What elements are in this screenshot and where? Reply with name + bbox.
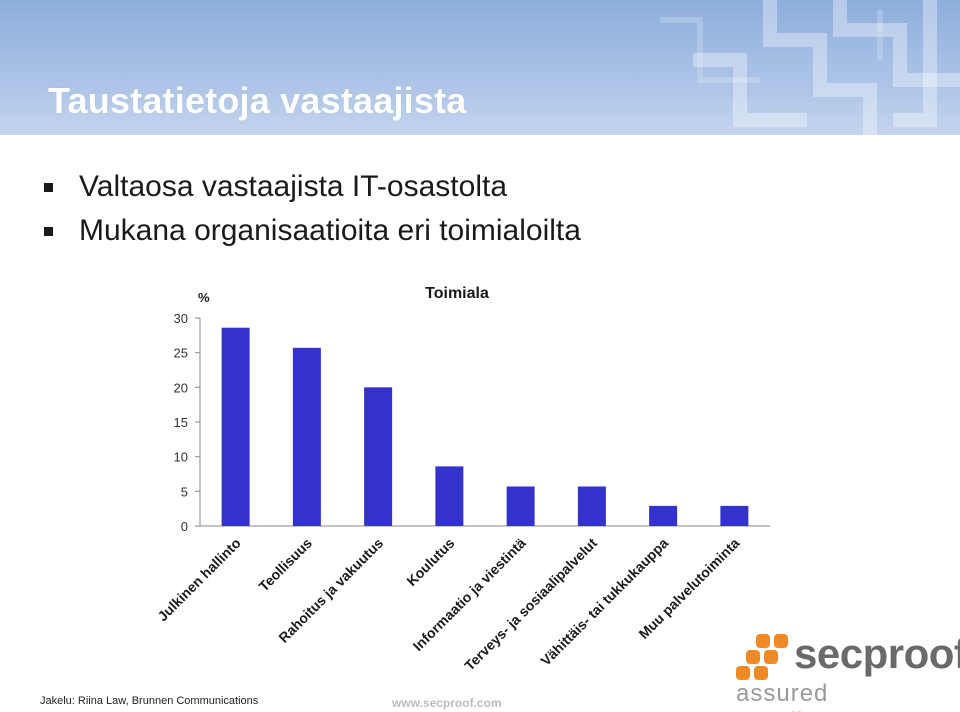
y-tick-label: 0 [181,519,188,534]
secproof-logo-icon [736,634,788,680]
bar [506,486,535,526]
slide-title: Taustatietoja vastaajista [48,80,467,121]
y-axis: 0 5 10 15 20 25 30 [174,311,770,534]
y-tick-label: 10 [174,450,188,465]
bullet-item: Valtaosa vastaajista IT-osastolta [44,165,581,209]
x-category-label: Koulutus [403,535,457,589]
bullet-item: Mukana organisaatioita eri toimialoilta [44,209,581,253]
x-category-label: Teollisuus [255,535,315,595]
bar-chart: % Toimiala 0 5 10 15 20 25 30 Julkinen hallint… [154,285,770,674]
y-tick-label: 20 [174,380,188,395]
bars [221,327,749,526]
x-category-label: Terveys- ja sosiaalipalvelut [461,535,600,674]
y-tick-label: 5 [181,484,188,499]
bar [649,505,678,526]
footer-url[interactable]: www.secproof.com [392,696,502,710]
bar [435,466,464,526]
bar [221,327,250,526]
y-tick-label: 25 [174,346,188,361]
y-tick-label: 30 [174,311,188,326]
bar [364,387,393,526]
bar [292,347,321,526]
square-bullet-icon [44,226,53,236]
bar [720,505,749,526]
secproof-logo: secproof assured excellence [734,628,960,712]
bar [577,486,606,526]
square-bullet-icon [44,182,53,192]
logo-tagline: assured excellence [736,680,858,712]
chart-title: Toimiala [425,285,489,302]
footer-source: Jakelu: Riina Law, Brunnen Communication… [40,695,259,707]
bullet-text: Valtaosa vastaajista IT-osastolta [79,170,507,203]
header-band: Taustatietoja vastaajista [0,0,960,135]
logo-wordmark: secproof [794,630,960,677]
x-category-label: Vähittäis- tai tukkukauppa [537,535,671,669]
bullet-list: Valtaosa vastaajista IT-osastolta Mukana… [44,165,581,253]
y-axis-label: % [198,290,210,305]
header-pattern [660,0,960,135]
y-tick-label: 15 [174,415,188,430]
bullet-text: Mukana organisaatioita eri toimialoilta [79,214,581,247]
x-category-label: Julkinen hallinto [154,535,243,624]
